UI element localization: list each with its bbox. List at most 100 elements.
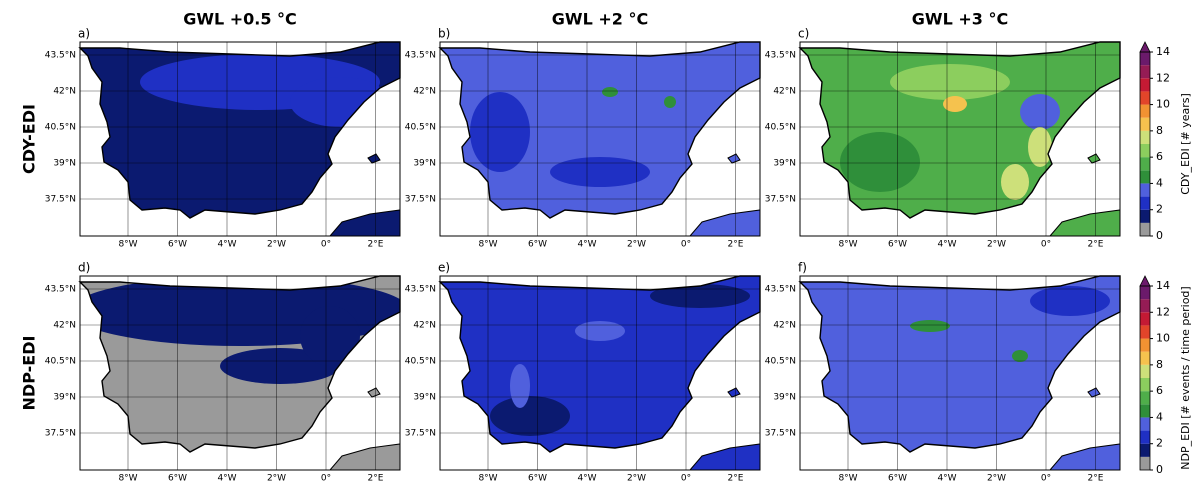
colorbar-tick-label: 8	[1156, 124, 1163, 137]
colorbar-segment	[1140, 312, 1150, 326]
row-label: CDY-EDI	[20, 104, 39, 174]
colorbar-segment	[1140, 364, 1150, 378]
lat-tick-label: 43.5°N	[765, 51, 796, 61]
lon-tick-label: 4°W	[937, 474, 956, 484]
colorbar-tick-label: 8	[1156, 358, 1163, 371]
field-patch	[470, 92, 530, 172]
lat-tick-label: 42°N	[413, 87, 436, 97]
lon-tick-label: 8°W	[478, 240, 497, 250]
lon-tick-label: 2°E	[1088, 240, 1104, 250]
lon-tick-label: 6°W	[888, 240, 907, 250]
lon-tick-label: 2°E	[368, 474, 384, 484]
field-patch	[1001, 164, 1029, 200]
colorbar-segment	[1140, 91, 1150, 105]
colorbar-tick-label: 6	[1156, 150, 1163, 163]
colorbar-segment	[1140, 325, 1150, 339]
field-patch	[575, 321, 625, 341]
colorbar-segment	[1140, 52, 1150, 66]
lat-tick-label: 40.5°N	[405, 357, 436, 367]
lat-tick-label: 42°N	[773, 87, 796, 97]
map-panel: 8°W 6°W 4°W 2°W 0° 2°E 43.5°N 42°N 40.5°N 39°N 37.…	[45, 275, 401, 484]
colorbar-segment	[1140, 391, 1150, 405]
lat-tick-label: 43.5°N	[45, 51, 76, 61]
lon-tick-label: 2°E	[1088, 474, 1104, 484]
island	[367, 153, 381, 164]
colorbar-tick-label: 6	[1156, 384, 1163, 397]
map-panel: 8°W 6°W 4°W 2°W 0° 2°E 43.5°N 42°N 40.5°N 39°N 37.…	[765, 41, 1121, 250]
lon-tick-label: 2°W	[987, 240, 1006, 250]
colorbar-segment	[1140, 299, 1150, 313]
lon-tick-label: 6°W	[888, 474, 907, 484]
colorbar-frame	[1139, 285, 1151, 471]
colorbar-segment	[1140, 130, 1150, 144]
panel-letter: c)	[798, 27, 809, 41]
field-patch	[300, 306, 360, 366]
column-title: GWL +0.5 °C	[183, 10, 297, 29]
frame	[439, 275, 761, 471]
colorbar-segment	[1140, 183, 1150, 197]
panel-letter: e)	[438, 261, 450, 275]
colorbar-tick-label: 10	[1156, 332, 1170, 345]
map-panel: 8°W 6°W 4°W 2°W 0° 2°E 43.5°N 42°N 40.5°N 39°N 37.…	[765, 275, 1121, 484]
colorbar-segment	[1140, 378, 1150, 392]
colorbar-tick-label: 12	[1156, 305, 1170, 318]
lat-tick-label: 37.5°N	[405, 195, 436, 205]
lon-tick-label: 0°	[1041, 240, 1051, 250]
lat-tick-label: 43.5°N	[45, 285, 76, 295]
colorbar-segment	[1140, 144, 1150, 158]
field-patch	[664, 96, 676, 108]
field-patch	[602, 87, 618, 97]
lon-tick-label: 8°W	[118, 240, 137, 250]
panel-letter: b)	[438, 27, 450, 41]
lon-tick-label: 2°W	[987, 474, 1006, 484]
lat-tick-label: 42°N	[53, 87, 76, 97]
lat-tick-label: 42°N	[413, 321, 436, 331]
lat-tick-label: 39°N	[53, 393, 76, 403]
frame	[439, 41, 761, 237]
lon-tick-label: 8°W	[838, 474, 857, 484]
lon-tick-label: 0°	[681, 474, 691, 484]
lat-tick-label: 37.5°N	[765, 429, 796, 439]
field-patch	[550, 157, 650, 187]
lat-tick-label: 39°N	[773, 393, 796, 403]
island	[727, 387, 741, 398]
lon-tick-label: 6°W	[168, 474, 187, 484]
colorbar-tick-label: 14	[1156, 279, 1170, 292]
lat-tick-label: 40.5°N	[405, 123, 436, 133]
colorbar-segment	[1140, 286, 1150, 300]
lon-tick-label: 4°W	[217, 240, 236, 250]
island	[1087, 387, 1101, 398]
colorbar-segment	[1140, 65, 1150, 79]
colorbar-tick-label: 12	[1156, 71, 1170, 84]
lon-tick-label: 6°W	[168, 240, 187, 250]
frame	[79, 41, 401, 237]
colorbar-segment	[1140, 417, 1150, 431]
lat-tick-label: 43.5°N	[765, 285, 796, 295]
lat-tick-label: 40.5°N	[765, 123, 796, 133]
frame	[79, 275, 401, 471]
frame	[799, 275, 1121, 471]
field-patch	[1028, 127, 1052, 167]
island	[367, 387, 381, 398]
lon-tick-label: 0°	[1041, 474, 1051, 484]
panel-letter: f)	[798, 261, 807, 275]
field-patch	[490, 396, 570, 436]
field-patch	[650, 284, 750, 308]
colorbar-tick-label: 0	[1156, 463, 1163, 476]
colorbar-segment	[1140, 456, 1150, 470]
lon-tick-label: 6°W	[528, 474, 547, 484]
lat-tick-label: 42°N	[53, 321, 76, 331]
colorbar-frame	[1139, 51, 1151, 237]
lon-tick-label: 0°	[681, 240, 691, 250]
map-panel: 8°W 6°W 4°W 2°W 0° 2°E 43.5°N 42°N 40.5°N 39°N 37.…	[405, 41, 761, 250]
lat-tick-label: 39°N	[413, 159, 436, 169]
lon-tick-label: 8°W	[118, 474, 137, 484]
colorbar-segment	[1140, 104, 1150, 118]
colorbar-segment	[1140, 170, 1150, 184]
lon-tick-label: 2°W	[267, 240, 286, 250]
field-patch	[943, 96, 967, 112]
panel-letter: a)	[78, 27, 90, 41]
lon-tick-label: 2°W	[627, 474, 646, 484]
field-patch	[510, 364, 530, 408]
colorbar-segment	[1140, 443, 1150, 457]
